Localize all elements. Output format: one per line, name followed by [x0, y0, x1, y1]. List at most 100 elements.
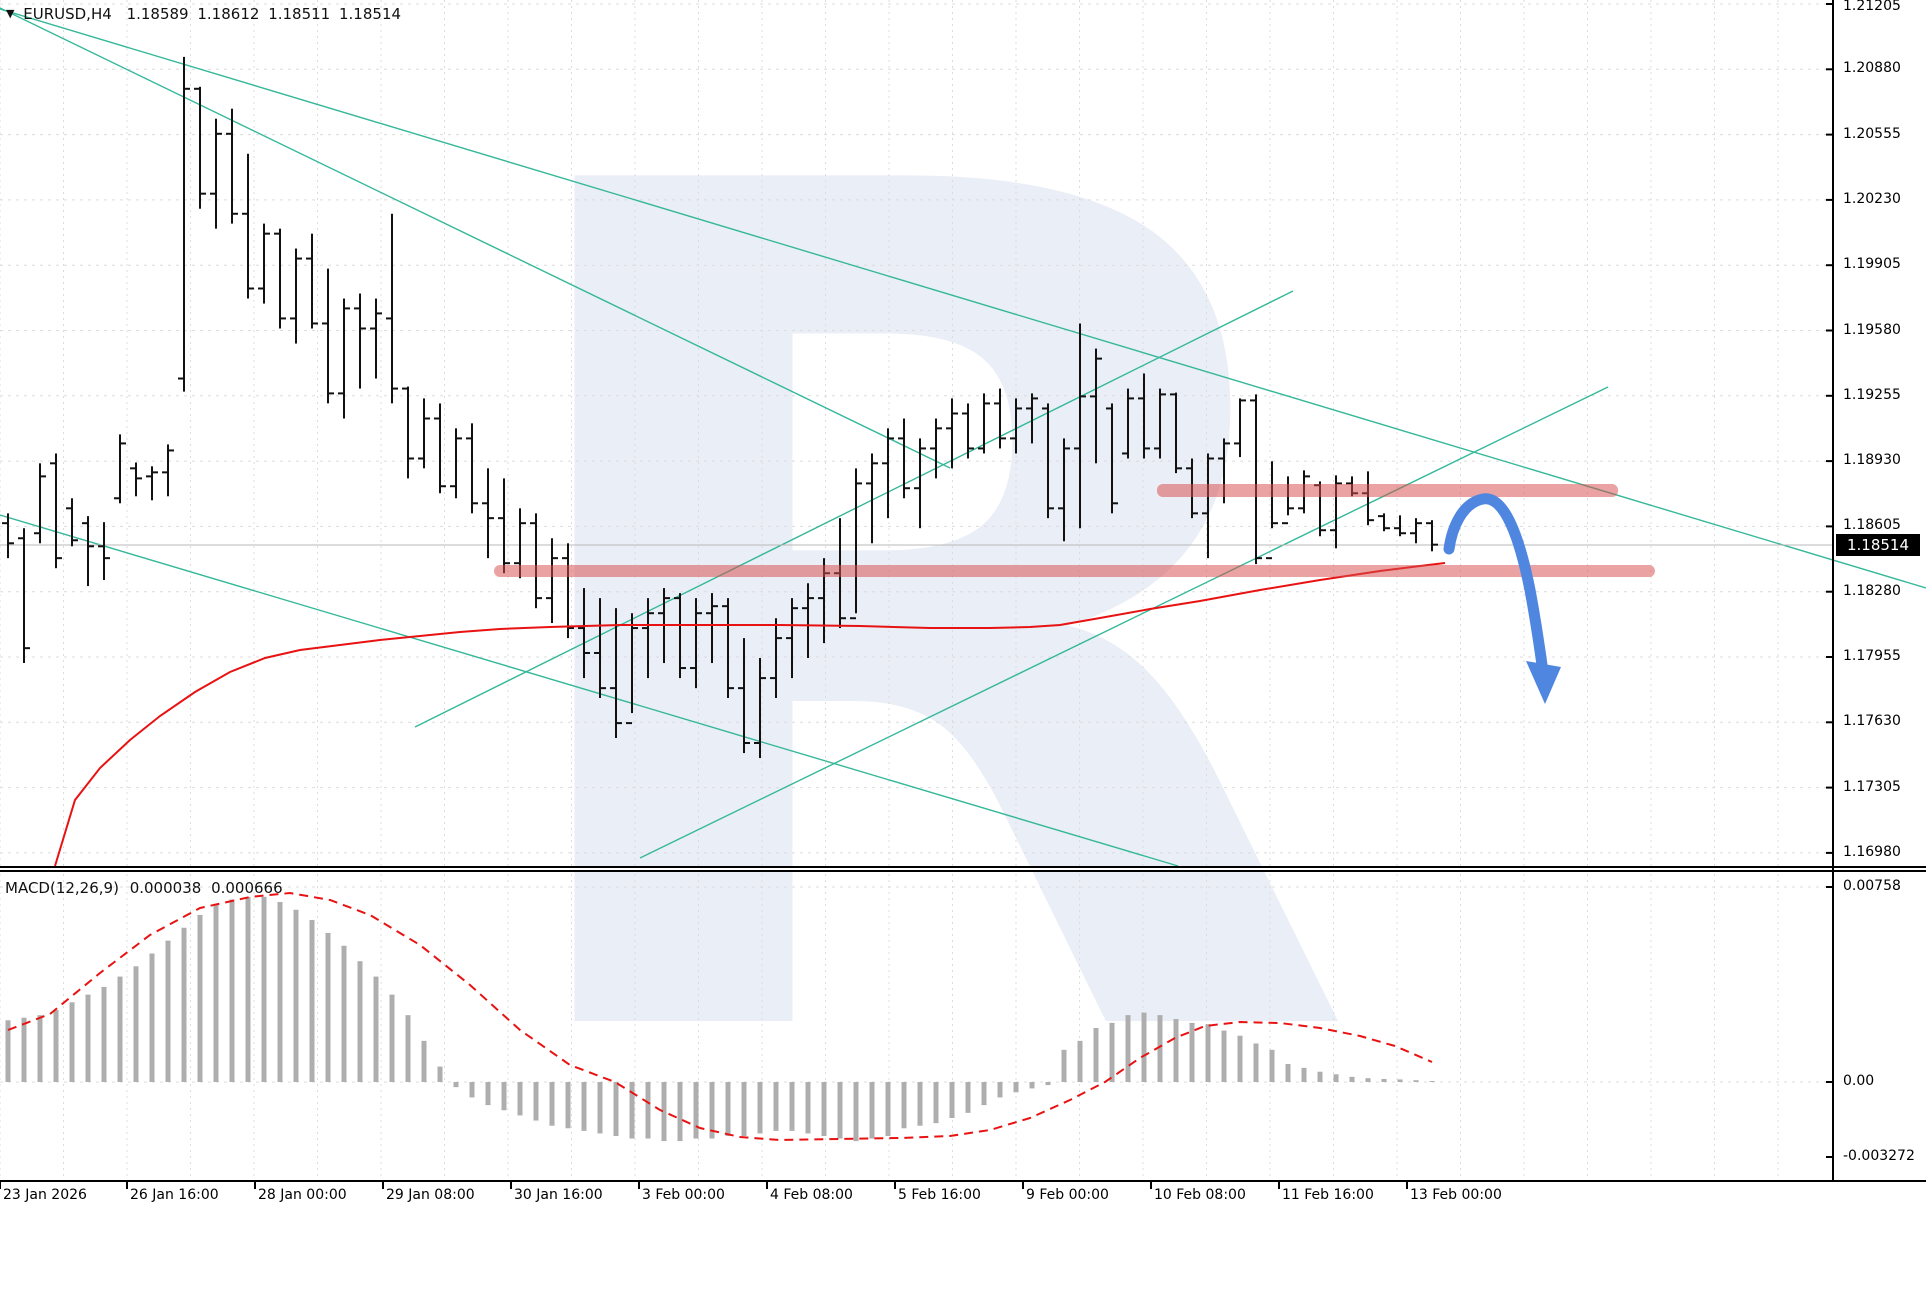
trendlines-group[interactable]: [0, 7, 1926, 867]
ohlc-bar[interactable]: [274, 228, 286, 329]
ohlc-bar[interactable]: [850, 468, 862, 620]
ohlc-bar[interactable]: [978, 393, 990, 454]
ohlc-bar[interactable]: [354, 293, 366, 389]
macd-signal-line[interactable]: [7, 891, 1433, 1142]
ohlc-bar[interactable]: [562, 543, 574, 639]
ohlc-bar[interactable]: [690, 598, 702, 689]
trendline-descending-lower[interactable]: [0, 514, 1179, 867]
ohlc-bar[interactable]: [130, 462, 142, 497]
ohlc-bar[interactable]: [1378, 513, 1390, 532]
macd-label[interactable]: MACD(12,26,9): [5, 879, 119, 897]
ohlc-bar[interactable]: [642, 598, 654, 679]
supply-demand-zones[interactable]: [494, 484, 1655, 577]
ohlc-bar[interactable]: [1074, 323, 1086, 529]
ohlc-bar[interactable]: [434, 403, 446, 494]
ohlc-bar[interactable]: [98, 522, 110, 581]
ohlc-bar[interactable]: [1154, 388, 1166, 459]
ohlc-bar[interactable]: [402, 386, 414, 479]
ohlc-bar[interactable]: [578, 588, 590, 679]
moving-average-line[interactable]: [54, 562, 1446, 867]
ohlc-bar[interactable]: [114, 434, 126, 504]
ohlc-bar[interactable]: [722, 598, 734, 698]
ohlc-bar[interactable]: [82, 516, 94, 587]
ohlc-bar[interactable]: [626, 613, 638, 725]
ohlc-bar[interactable]: [546, 538, 558, 624]
macd-indicator[interactable]: [5, 891, 1435, 1142]
ohlc-bar[interactable]: [178, 56, 190, 392]
ohlc-bar[interactable]: [370, 298, 382, 379]
trendline-ascending-inner[interactable]: [414, 290, 1294, 728]
ohlc-bar[interactable]: [210, 118, 222, 229]
ohlc-bar[interactable]: [1138, 373, 1150, 459]
ohlc-bar[interactable]: [1202, 453, 1214, 559]
ohlc-bar[interactable]: [466, 423, 478, 514]
ohlc-bar[interactable]: [146, 466, 158, 501]
ohlc-bar[interactable]: [162, 444, 174, 497]
ohlc-bar[interactable]: [34, 463, 46, 544]
panel-separator[interactable]: [0, 866, 1926, 872]
ohlc-bar[interactable]: [994, 388, 1006, 449]
ohlc-bar[interactable]: [770, 618, 782, 698]
ohlc-bar[interactable]: [946, 398, 958, 469]
ohlc-bar[interactable]: [1362, 471, 1374, 526]
trendline-ascending-outer[interactable]: [639, 386, 1609, 859]
ohlc-bar[interactable]: [18, 528, 30, 664]
ohlc-bar[interactable]: [66, 498, 78, 547]
ohlc-bar[interactable]: [1250, 394, 1262, 565]
ohlc-bar[interactable]: [1282, 476, 1294, 525]
ohlc-bar[interactable]: [450, 428, 462, 499]
ohlc-bar[interactable]: [738, 638, 750, 754]
ohlc-bar[interactable]: [418, 398, 430, 469]
ohlc-bar[interactable]: [1234, 398, 1246, 458]
ohlc-bar[interactable]: [962, 403, 974, 459]
ohlc-bar[interactable]: [226, 108, 238, 224]
ohlc-bar[interactable]: [1122, 388, 1134, 459]
ohlc-bar[interactable]: [1266, 461, 1278, 560]
ohlc-bar[interactable]: [930, 418, 942, 479]
support-zone[interactable]: [494, 565, 1655, 577]
ohlc-bar[interactable]: [754, 658, 766, 759]
ohlc-bar[interactable]: [498, 478, 510, 574]
ohlc-bar[interactable]: [674, 593, 686, 679]
ohlc-bar[interactable]: [338, 298, 350, 419]
ohlc-bar[interactable]: [802, 583, 814, 659]
resistance-zone[interactable]: [1157, 484, 1618, 497]
ohlc-bar[interactable]: [786, 598, 798, 679]
axes[interactable]: [0, 0, 1926, 1189]
ohlc-bar[interactable]: [594, 598, 606, 698]
ohlc-bar[interactable]: [1010, 398, 1022, 454]
ohlc-bar[interactable]: [1426, 520, 1438, 552]
symbol-timeframe[interactable]: EURUSD,H4: [23, 5, 112, 23]
ohlc-bar[interactable]: [1170, 392, 1182, 474]
ohlc-bar[interactable]: [194, 86, 206, 209]
ohlc-bar[interactable]: [2, 513, 14, 559]
ohlc-bar[interactable]: [1090, 348, 1102, 464]
ohlc-bar[interactable]: [1106, 403, 1118, 514]
ohlc-bar[interactable]: [386, 213, 398, 404]
ohlc-bar[interactable]: [50, 453, 62, 569]
ohlc-bar[interactable]: [1026, 393, 1038, 444]
symbol-dropdown-icon[interactable]: ▼: [6, 7, 15, 20]
ohlc-bars[interactable]: [2, 56, 1438, 759]
ohlc-bar[interactable]: [1058, 438, 1070, 542]
ohlc-bar[interactable]: [882, 428, 894, 519]
ohlc-bar[interactable]: [914, 438, 926, 529]
ohlc-bar[interactable]: [898, 418, 910, 499]
ohlc-bar[interactable]: [1410, 518, 1422, 544]
ohlc-bar[interactable]: [1394, 515, 1406, 537]
trendline-descending-long[interactable]: [0, 8, 1926, 589]
ohlc-bar[interactable]: [866, 453, 878, 544]
forecast-arrow[interactable]: [1443, 493, 1561, 704]
ohlc-bar[interactable]: [1042, 403, 1054, 519]
ohlc-bar[interactable]: [706, 593, 718, 664]
ohlc-bar[interactable]: [610, 608, 622, 738]
ohlc-bar[interactable]: [258, 223, 270, 304]
trendline-descending-steep[interactable]: [0, 7, 951, 469]
ohlc-bar[interactable]: [242, 153, 254, 299]
ohlc-bar[interactable]: [306, 233, 318, 329]
ohlc-bar[interactable]: [530, 513, 542, 609]
ohlc-bar[interactable]: [482, 468, 494, 559]
ohlc-bar[interactable]: [322, 268, 334, 404]
ohlc-bar[interactable]: [290, 248, 302, 344]
sell-forecast-arrow[interactable]: [1443, 493, 1549, 678]
